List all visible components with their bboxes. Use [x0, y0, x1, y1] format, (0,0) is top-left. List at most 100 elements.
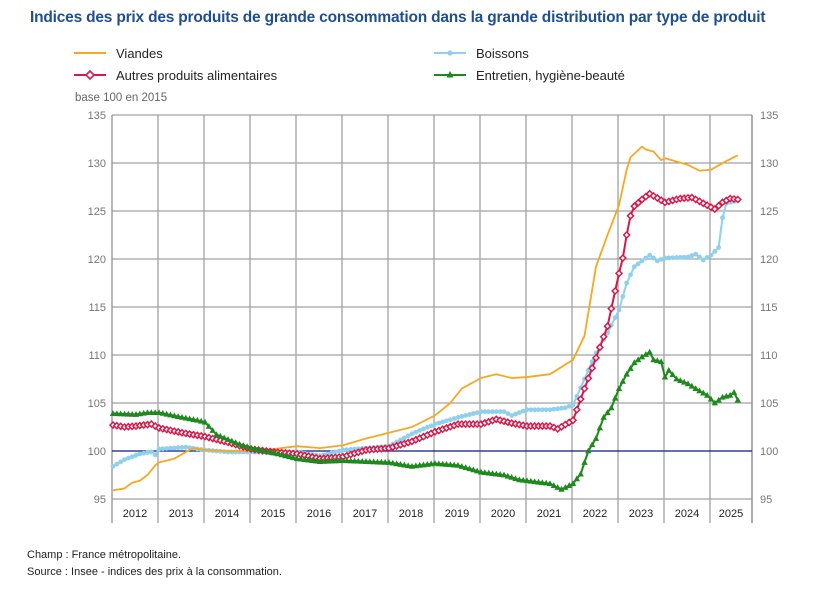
data-point-entretien [546, 480, 554, 487]
series-line-viandes [112, 145, 739, 492]
data-point-boissons [536, 407, 541, 413]
data-point-boissons [639, 258, 645, 264]
data-point-boissons [643, 255, 649, 261]
data-point-boissons [704, 255, 710, 260]
data-point-autres [618, 253, 627, 263]
data-point-boissons [670, 255, 676, 261]
data-point-boissons [497, 409, 503, 415]
data-point-entretien [236, 440, 243, 447]
data-point-entretien [493, 470, 500, 477]
data-point-boissons [325, 451, 331, 457]
data-point-boissons [478, 409, 484, 415]
y-tick-left-135: 135 [88, 110, 106, 122]
data-point-autres [630, 202, 639, 211]
data-point-boissons [444, 418, 449, 424]
data-point-entretien [673, 375, 680, 382]
y-tick-right-100: 100 [760, 446, 778, 458]
data-point-boissons [329, 450, 334, 456]
data-point-boissons [148, 449, 154, 455]
y-tick-right-110: 110 [760, 350, 778, 362]
y-axis-right: 95 100 105 110 115 120 125 130 135 [760, 110, 778, 506]
data-point-boissons [616, 307, 622, 313]
data-point-boissons [674, 255, 679, 260]
data-point-entretien [527, 477, 535, 484]
y-tick-left-115: 115 [88, 302, 106, 314]
data-point-boissons [447, 417, 453, 423]
data-point-entretien [186, 415, 193, 422]
data-point-entretien [634, 356, 642, 363]
data-point-boissons [716, 245, 722, 250]
data-point-boissons [555, 406, 561, 412]
legend-swatch-viandes-icon [74, 52, 106, 54]
data-point-entretien [669, 371, 676, 378]
data-point-autres [614, 269, 624, 278]
data-point-boissons [543, 407, 549, 413]
data-point-boissons [551, 406, 557, 412]
footer-source: Source : Insee - indices des prix à la c… [27, 566, 282, 578]
data-point-boissons [566, 403, 572, 409]
legend-label-autres: Autres produits alimentaires [116, 67, 278, 83]
data-point-boissons [164, 446, 170, 451]
data-point-entretien [282, 452, 289, 459]
x-tick-2020: 2020 [491, 508, 515, 520]
data-point-entretien [220, 434, 228, 441]
data-point-entretien [439, 460, 446, 467]
legend-item-entretien: Entretien, hygiène-beauté [432, 67, 625, 83]
data-point-boissons [432, 421, 438, 427]
data-point-boissons [145, 450, 150, 455]
data-point-boissons [459, 414, 465, 419]
data-point-entretien [550, 482, 558, 488]
data-point-entretien [278, 451, 285, 458]
x-tick-2014: 2014 [215, 508, 239, 520]
data-point-entretien [167, 411, 174, 418]
data-point-boissons [658, 257, 664, 262]
data-point-entretien [608, 404, 615, 411]
data-point-entretien [201, 418, 209, 425]
data-point-boissons [118, 459, 124, 465]
data-point-boissons [455, 415, 461, 420]
grid [111, 114, 753, 523]
data-point-boissons [666, 255, 672, 261]
data-point-entretien [642, 351, 650, 357]
data-point-boissons [539, 407, 545, 413]
data-point-autres [611, 286, 620, 296]
data-point-boissons [681, 254, 687, 260]
data-point-entretien [458, 463, 466, 469]
data-point-entretien [312, 457, 320, 464]
data-point-autres [634, 198, 643, 207]
data-point-boissons [628, 272, 633, 278]
data-point-boissons [570, 402, 576, 408]
data-point-entretien [585, 447, 592, 454]
series-entretien [109, 348, 742, 492]
data-point-boissons [574, 393, 580, 399]
footer-champ: Champ : France métropolitaine. [27, 549, 182, 561]
data-point-autres [588, 364, 597, 373]
data-point-entretien [266, 448, 274, 455]
data-point-entretien [711, 399, 719, 406]
x-tick-2013: 2013 [169, 508, 193, 520]
data-point-entretien [224, 436, 232, 442]
data-point-entretien [305, 456, 312, 463]
data-point-autres [710, 205, 719, 214]
data-point-entretien [604, 409, 611, 415]
series-viandes [112, 145, 739, 492]
data-point-entretien [462, 464, 469, 471]
data-point-boissons [647, 252, 653, 258]
legend-swatch-autres-icon [74, 69, 106, 81]
data-point-entretien [270, 449, 278, 456]
y-tick-left-120: 120 [88, 254, 106, 266]
x-tick-2019: 2019 [445, 508, 469, 520]
data-point-entretien [646, 348, 653, 355]
data-point-entretien [600, 414, 607, 420]
data-point-entretien [155, 409, 163, 415]
y-tick-left-105: 105 [88, 398, 106, 410]
x-tick-2012: 2012 [123, 508, 147, 520]
data-point-boissons [693, 251, 699, 257]
data-point-entretien [684, 380, 692, 387]
x-tick-2024: 2024 [675, 508, 699, 520]
data-point-boissons [532, 407, 538, 413]
data-point-entretien [182, 414, 190, 421]
y-tick-right-125: 125 [760, 206, 778, 218]
x-tick-2016: 2016 [307, 508, 331, 520]
data-point-entretien [197, 417, 205, 424]
